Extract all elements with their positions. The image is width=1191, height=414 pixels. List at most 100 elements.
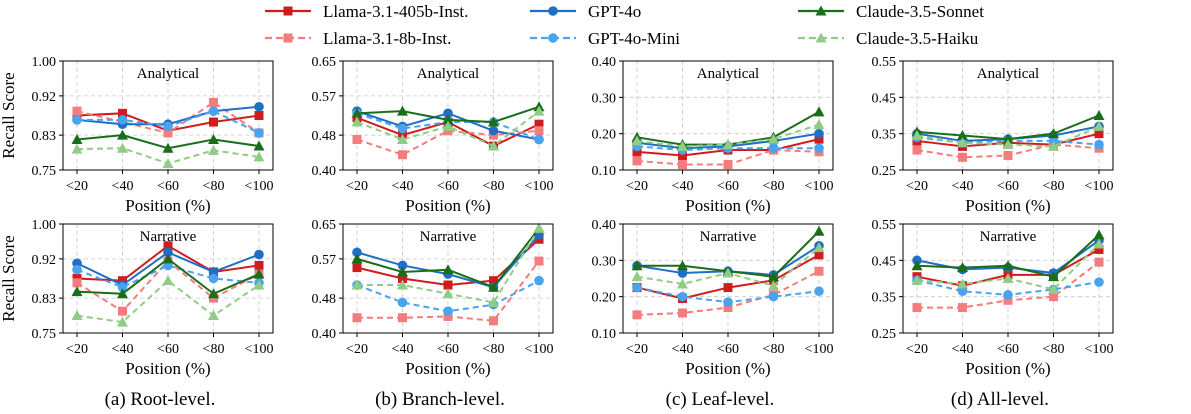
legend-label: GPT-4o-Mini: [588, 29, 680, 48]
data-point: [162, 275, 174, 286]
x-tick-label: <60: [157, 342, 179, 357]
x-tick-label: <100: [525, 179, 554, 194]
y-tick-label: 0.75: [32, 327, 57, 342]
x-axis-label: Position (%): [685, 359, 770, 378]
x-axis-label: Position (%): [685, 196, 770, 215]
legend-marker-square: [283, 6, 293, 16]
data-point: [677, 291, 688, 302]
data-point: [958, 152, 967, 162]
data-point: [352, 134, 362, 144]
data-point: [957, 286, 968, 297]
data-point: [534, 134, 544, 145]
data-point: [117, 288, 128, 299]
chart-panel: [899, 223, 1114, 337]
data-point: [813, 119, 825, 130]
x-tick-label: <20: [906, 179, 928, 194]
data-point: [723, 283, 733, 293]
data-point: [118, 306, 127, 316]
data-point: [72, 115, 82, 125]
subfigure-caption: (b) Branch-level.: [375, 389, 505, 410]
y-tick-label: 0.55: [872, 218, 897, 233]
legend-marker-triangle: [815, 5, 827, 16]
x-tick-label: <20: [626, 342, 648, 357]
y-axis-label: Recall Score: [0, 72, 18, 158]
y-tick-label: 0.20: [592, 128, 617, 143]
y-tick-label: 0.40: [592, 218, 617, 233]
data-point: [254, 260, 264, 270]
y-tick-label: 0.92: [32, 90, 57, 105]
y-tick-label: 0.65: [312, 55, 337, 70]
data-point: [162, 157, 174, 168]
data-point: [1003, 290, 1013, 300]
legend-label: Llama-3.1-8b-Inst.: [323, 29, 451, 48]
data-point: [813, 225, 825, 236]
legend-label: Claude-3.5-Haiku: [856, 29, 979, 48]
data-point: [631, 135, 643, 146]
data-point: [398, 313, 407, 323]
data-point: [443, 108, 453, 119]
data-point: [72, 278, 82, 288]
data-point: [397, 260, 408, 271]
data-point: [442, 120, 454, 131]
data-point: [397, 266, 408, 277]
y-tick-label: 0.30: [592, 91, 617, 106]
data-point: [209, 97, 218, 107]
x-axis-label: Position (%): [965, 359, 1050, 378]
chart-panel: [619, 223, 834, 337]
x-axis-label: Position (%): [125, 196, 210, 215]
x-tick-label: <60: [157, 179, 179, 194]
legend-label: GPT-4o: [588, 2, 641, 21]
data-point: [208, 310, 219, 321]
x-tick-label: <80: [763, 179, 785, 194]
x-tick-label: <20: [346, 179, 368, 194]
data-point: [813, 106, 825, 117]
data-point: [71, 310, 83, 321]
data-point: [677, 268, 688, 278]
data-point: [254, 101, 264, 112]
x-axis-label: Position (%): [965, 196, 1050, 215]
data-point: [163, 247, 173, 258]
x-tick-label: <80: [763, 342, 785, 357]
x-tick-label: <20: [66, 342, 88, 357]
y-tick-label: 0.20: [592, 291, 617, 306]
data-point: [442, 114, 454, 125]
data-point: [814, 143, 824, 153]
data-point: [768, 280, 779, 291]
legend-entry: Claude-3.5-Sonnet: [798, 2, 984, 21]
data-point: [534, 126, 544, 136]
data-point: [814, 134, 824, 144]
chart-panel: [339, 222, 554, 337]
data-point: [957, 278, 968, 289]
x-tick-label: <60: [717, 179, 739, 194]
legend-entry: Claude-3.5-Haiku: [798, 29, 979, 48]
data-point: [352, 263, 362, 273]
x-tick-label: <40: [112, 342, 134, 357]
data-point: [912, 303, 922, 313]
data-point: [397, 297, 408, 308]
data-point: [163, 241, 173, 251]
chart-panel: [339, 60, 554, 174]
y-axis-label: Recall Score: [0, 235, 18, 321]
data-point: [489, 316, 498, 326]
x-tick-label: <20: [906, 342, 928, 357]
x-tick-label: <40: [392, 179, 414, 194]
series-line: [76, 264, 260, 289]
data-point: [117, 282, 128, 293]
data-point: [1003, 150, 1013, 160]
data-point: [398, 150, 407, 160]
data-point: [488, 281, 499, 292]
y-tick-label: 0.40: [312, 327, 337, 342]
data-point: [117, 142, 128, 153]
data-point: [208, 144, 219, 155]
data-point: [768, 291, 779, 302]
x-tick-label: <20: [66, 179, 88, 194]
data-point: [443, 311, 453, 321]
x-tick-label: <80: [1043, 179, 1065, 194]
data-point: [722, 139, 734, 150]
data-point: [1094, 139, 1104, 150]
data-point: [677, 278, 688, 289]
x-tick-label: <40: [392, 342, 414, 357]
data-point: [253, 279, 265, 290]
panel-title: Analytical: [977, 66, 1039, 82]
y-tick-label: 0.75: [32, 164, 57, 179]
